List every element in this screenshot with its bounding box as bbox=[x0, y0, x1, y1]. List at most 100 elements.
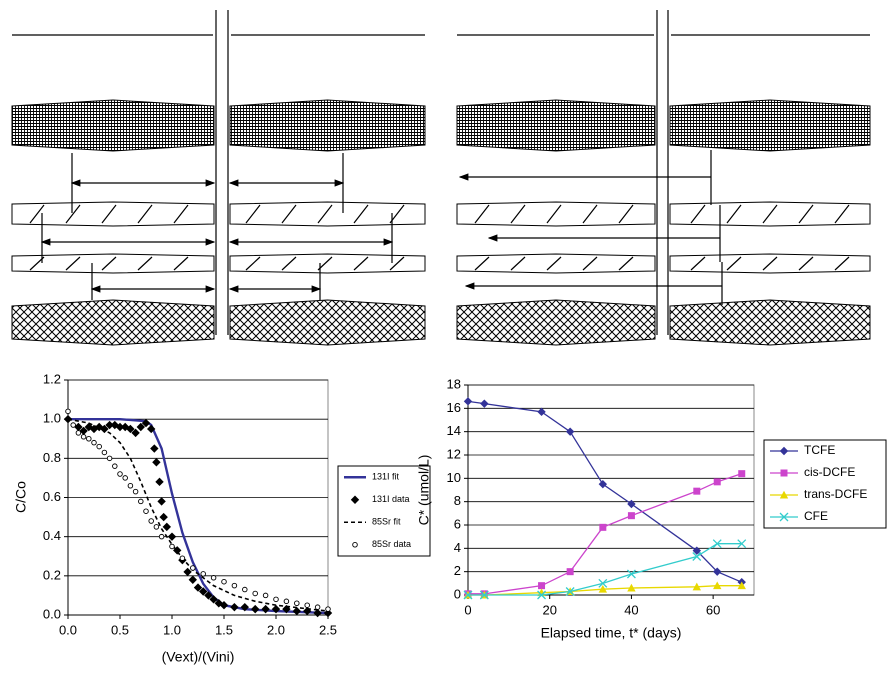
rock-layer bbox=[456, 99, 656, 152]
marker bbox=[179, 555, 186, 561]
legend: TCFE cis-DCFE trans-DCFE CFE bbox=[763, 439, 887, 529]
marker bbox=[352, 542, 358, 548]
marker bbox=[538, 582, 546, 590]
marker bbox=[292, 606, 301, 616]
marker bbox=[627, 512, 635, 520]
rock-layer bbox=[669, 99, 871, 152]
x-tick-label: 20 bbox=[542, 602, 556, 617]
marker bbox=[169, 543, 175, 550]
legend-label: 85Sr fit bbox=[372, 517, 401, 527]
marker bbox=[126, 424, 135, 434]
marker bbox=[230, 602, 239, 612]
marker bbox=[209, 595, 218, 604]
marker bbox=[713, 581, 722, 590]
marker bbox=[242, 586, 248, 593]
rock-layer bbox=[669, 299, 871, 346]
hatch bbox=[29, 204, 405, 224]
rock-layer bbox=[229, 299, 426, 346]
rock-layer bbox=[456, 201, 656, 227]
y-tick-label: 16 bbox=[447, 400, 461, 415]
chart: 0 2 4 6 8 10 12 14 16 18 0 20 40 60 C* (umol/L) Elapsed… bbox=[416, 376, 887, 641]
marker bbox=[251, 604, 260, 614]
marker bbox=[190, 565, 196, 571]
chart: 0.0 0.2 0.4 0.6 0.8 1.0 1.2 0.0 0.5 1.0 1.5 2.0 2.5 C… bbox=[13, 371, 431, 665]
marker bbox=[692, 552, 702, 561]
marker bbox=[75, 430, 82, 436]
marker bbox=[105, 420, 114, 430]
marker bbox=[712, 539, 722, 549]
marker bbox=[294, 600, 300, 607]
legend-label: 131I fit bbox=[372, 472, 400, 482]
y-tick-label: 8 bbox=[454, 493, 461, 508]
marker bbox=[159, 512, 168, 522]
marker bbox=[70, 422, 76, 428]
rock-layer bbox=[11, 299, 215, 346]
marker bbox=[314, 604, 321, 610]
marker bbox=[153, 524, 160, 530]
marker bbox=[136, 422, 145, 432]
marker bbox=[204, 591, 213, 600]
legend: 131I fit 131I data 85Sr fit 85Sr data bbox=[337, 465, 431, 557]
x-tick-label: 1.5 bbox=[215, 622, 233, 637]
marker bbox=[96, 443, 102, 450]
marker bbox=[350, 495, 360, 504]
y-tick-label: 12 bbox=[447, 446, 461, 461]
marker bbox=[74, 422, 83, 432]
marker bbox=[598, 578, 608, 588]
marker bbox=[240, 602, 249, 612]
y-tick-label: 2 bbox=[454, 563, 461, 578]
legend-label: 131I data bbox=[372, 494, 410, 504]
marker bbox=[91, 439, 97, 446]
marker bbox=[313, 608, 322, 618]
marker bbox=[199, 587, 208, 596]
x-tick-label: 0.5 bbox=[111, 622, 129, 637]
y-axis-label: C* (umol/L) bbox=[416, 455, 432, 526]
rock-layer bbox=[11, 99, 215, 152]
marker bbox=[463, 590, 473, 600]
marker bbox=[565, 427, 575, 436]
marker bbox=[599, 523, 607, 531]
marker bbox=[210, 575, 217, 581]
marker bbox=[598, 479, 608, 489]
marker bbox=[162, 522, 171, 532]
marker bbox=[780, 469, 788, 477]
marker bbox=[200, 571, 206, 577]
marker bbox=[101, 449, 108, 456]
y-tick-label: 0.6 bbox=[43, 489, 61, 504]
marker bbox=[132, 488, 139, 495]
x-tick-label: 0 bbox=[464, 602, 471, 617]
x-axis-label: (Vext)/(Vini) bbox=[162, 649, 235, 665]
marker bbox=[231, 582, 238, 589]
hatch bbox=[474, 256, 850, 271]
marker bbox=[112, 463, 118, 469]
x-axis-label: Elapsed time, t* (days) bbox=[541, 625, 682, 641]
marker bbox=[598, 584, 608, 593]
y-axis-label: C/Co bbox=[13, 481, 29, 513]
marker bbox=[193, 583, 203, 592]
y-tick-label: 6 bbox=[454, 516, 461, 531]
marker bbox=[565, 587, 575, 596]
marker bbox=[80, 434, 87, 440]
marker bbox=[148, 518, 154, 524]
marker bbox=[141, 418, 151, 428]
y-tick-label: 14 bbox=[447, 423, 461, 438]
marker bbox=[738, 470, 746, 478]
marker bbox=[79, 426, 88, 436]
y-tick-label: 10 bbox=[447, 470, 461, 485]
y-tick-label: 0 bbox=[454, 586, 461, 601]
marker bbox=[65, 408, 71, 415]
legend-label: trans-DCFE bbox=[804, 487, 867, 501]
x-tick-label: 2.0 bbox=[267, 622, 285, 637]
marker bbox=[100, 424, 109, 434]
marker bbox=[157, 497, 166, 506]
well-diagrams bbox=[11, 10, 871, 346]
y-tick-label: 1.0 bbox=[43, 411, 61, 426]
y-tick-label: 1.2 bbox=[43, 371, 61, 386]
y-tick-label: 18 bbox=[447, 376, 461, 391]
marker bbox=[323, 608, 333, 618]
hatch bbox=[474, 204, 850, 224]
marker bbox=[122, 475, 128, 481]
legend-label: TCFE bbox=[804, 443, 835, 457]
